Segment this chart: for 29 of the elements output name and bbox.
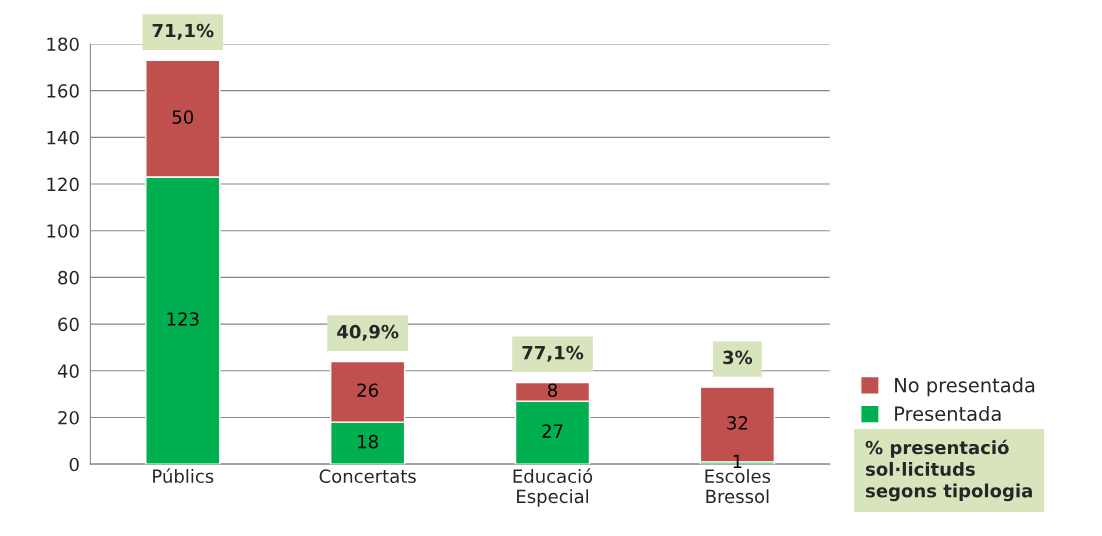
- legend-label: Presentada: [895, 406, 1001, 422]
- x-tick-label: Escoles Bressol: [705, 469, 771, 504]
- annotation: 77,1%: [522, 345, 584, 362]
- data-label: 18: [358, 434, 378, 449]
- data-label: 32: [727, 416, 748, 430]
- text: 71,1%: [152, 23, 214, 40]
- data-label: 123: [167, 312, 199, 326]
- y-tick-label: 40: [57, 364, 79, 378]
- y-tick-label: 180: [47, 37, 79, 52]
- y-tick-label: 140: [47, 130, 79, 145]
- x-tick-label: Educació Especial: [513, 468, 593, 507]
- data-label: 8: [548, 383, 558, 398]
- x-tick-label: Concertats: [319, 469, 416, 484]
- data-label: 27: [542, 424, 563, 438]
- y-tick-label: 120: [47, 177, 79, 192]
- y-tick-label: 100: [47, 224, 79, 238]
- data-label: 50: [172, 110, 194, 124]
- data-label: 1: [733, 454, 742, 468]
- y-tick-label: 80: [58, 270, 79, 285]
- data-label: 26: [357, 383, 379, 398]
- y-tick-label: 20: [58, 410, 79, 425]
- annotation: 40,9%: [337, 324, 399, 341]
- y-tick-label: 160: [47, 84, 79, 98]
- annotation: 3%: [723, 350, 753, 365]
- legend-label: No presentada: [895, 377, 1035, 397]
- text: % presentació sol·licituds segons tipologia: [865, 439, 1032, 502]
- x-tick-label: Públics: [153, 468, 214, 484]
- y-tick-label: 0: [69, 457, 79, 472]
- y-tick-label: 60: [58, 317, 79, 332]
